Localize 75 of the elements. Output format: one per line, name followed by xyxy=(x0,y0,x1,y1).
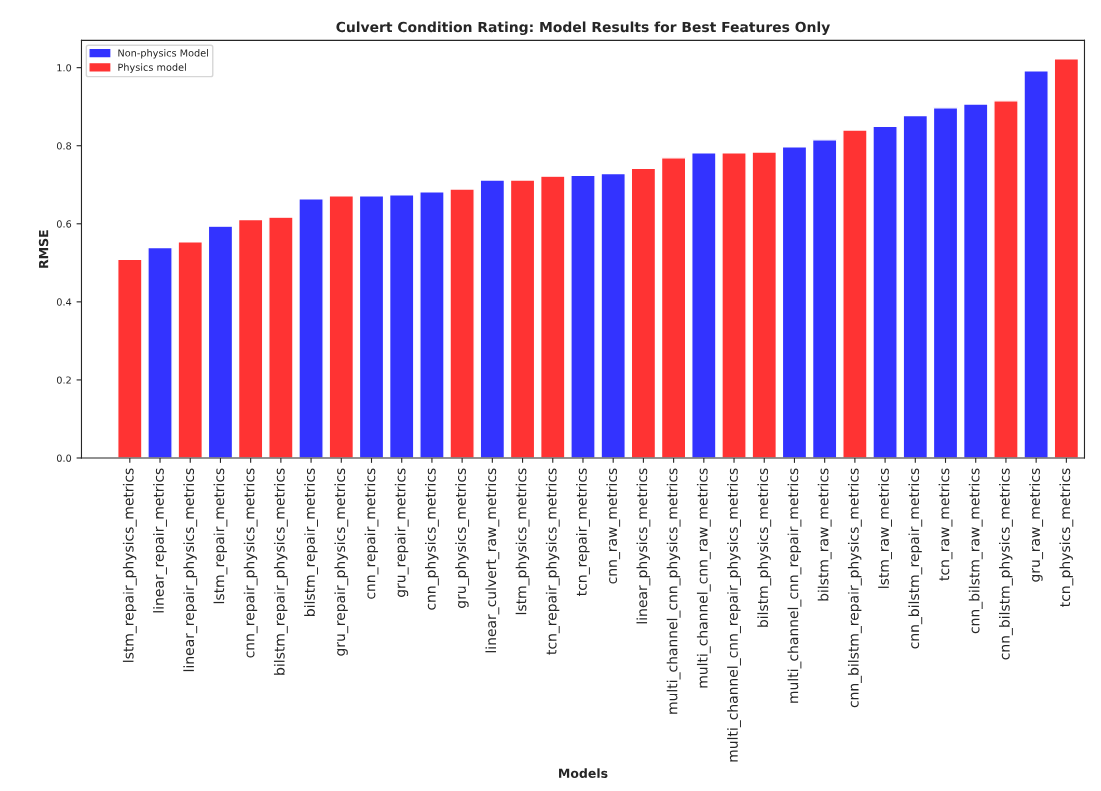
bar xyxy=(388,194,415,458)
x-tick-label: multi_channel_cnn_physics_metrics xyxy=(666,468,681,714)
chart-title: Culvert Condition Rating: Model Results for Best Features Only xyxy=(336,21,831,35)
x-tick-label: bilstm_physics_metrics xyxy=(757,468,772,627)
x-tick-label: linear_culvert_raw_metrics xyxy=(485,468,500,653)
x-tick-label: multi_channel_cnn_raw_metrics xyxy=(696,468,711,688)
x-tick-label: tcn_repair_metrics xyxy=(576,468,590,596)
x-tick-label: lstm_physics_metrics xyxy=(515,468,530,615)
x-tick-label: gru_physics_metrics xyxy=(455,468,470,608)
y-tick-label: 0.0 xyxy=(56,454,72,462)
y-tick-label: 0.4 xyxy=(56,298,72,306)
bar xyxy=(147,246,173,458)
bar xyxy=(298,198,324,458)
bar xyxy=(1023,70,1049,458)
x-tick-label: bilstm_repair_metrics xyxy=(304,468,318,616)
bar xyxy=(419,191,445,458)
bar xyxy=(751,151,778,458)
bar xyxy=(237,218,264,458)
x-tick-label: lstm_raw_metrics xyxy=(878,468,893,588)
bar xyxy=(993,100,1019,458)
bar xyxy=(509,179,536,458)
x-tick-label: cnn_bilstm_repair_metrics xyxy=(908,468,923,649)
bar xyxy=(570,174,596,458)
x-tick-label: cnn_repair_physics_metrics xyxy=(243,468,258,658)
x-tick-label: lstm_repair_physics_metrics xyxy=(122,468,137,662)
bar xyxy=(842,129,868,458)
bar xyxy=(117,258,143,458)
x-tick-label: cnn_physics_metrics xyxy=(425,468,439,610)
y-tick-label: 0.8 xyxy=(56,142,72,150)
bar xyxy=(932,107,959,458)
bar xyxy=(962,103,989,458)
bar xyxy=(479,179,506,458)
x-tick-label: linear_physics_metrics xyxy=(636,468,651,624)
bar xyxy=(177,241,204,458)
x-tick-label: cnn_raw_metrics xyxy=(606,468,621,584)
bar xyxy=(600,172,626,458)
bar xyxy=(539,175,566,458)
bar xyxy=(902,114,929,458)
x-tick-label: cnn_bilstm_physics_metrics xyxy=(999,468,1013,660)
x-tick-label: bilstm_repair_physics_metrics xyxy=(273,468,288,675)
bar xyxy=(781,146,808,458)
x-tick-label: cnn_bilstm_raw_metrics xyxy=(968,468,983,634)
x-tick-label: tcn_repair_physics_metrics xyxy=(545,468,560,655)
x-tick-label: gru_repair_metrics xyxy=(394,468,409,597)
bar xyxy=(691,152,717,458)
bar xyxy=(449,188,475,458)
bar xyxy=(268,216,294,458)
legend-label: Physics model xyxy=(118,63,186,73)
bar xyxy=(358,194,385,458)
x-tick-label: cnn_bilstm_repair_physics_metrics xyxy=(847,468,862,708)
y-tick-label: 0.2 xyxy=(56,376,71,384)
y-tick-label: 1.0 xyxy=(57,64,72,72)
x-tick-label: bilstm_raw_metrics xyxy=(817,468,832,601)
x-tick-label: linear_repair_metrics xyxy=(153,468,167,613)
x-tick-label: multi_channel_cnn_repair_metrics xyxy=(787,468,802,703)
bar xyxy=(328,194,355,458)
bar xyxy=(630,167,657,458)
x-tick-label: tcn_physics_metrics xyxy=(1059,468,1074,607)
bar xyxy=(721,152,747,458)
x-tick-label: linear_repair_physics_metrics xyxy=(183,468,198,672)
y-axis-title: RMSE xyxy=(38,230,49,268)
bar xyxy=(660,157,687,458)
bar xyxy=(811,139,838,458)
x-tick-label: gru_raw_metrics xyxy=(1029,468,1044,582)
bar xyxy=(1053,57,1080,458)
x-tick-label: multi_channel_cnn_repair_physics_metrics xyxy=(727,468,741,762)
y-tick-label: 0.6 xyxy=(56,220,72,228)
x-tick-label: cnn_repair_metrics xyxy=(364,468,379,599)
x-axis-title: Models xyxy=(559,768,608,778)
bar xyxy=(207,225,234,458)
x-tick-label: gru_repair_physics_metrics xyxy=(334,468,349,656)
legend-label: Non-physics Model xyxy=(118,49,208,59)
x-tick-label: tcn_raw_metrics xyxy=(938,468,953,581)
bar xyxy=(872,125,898,458)
x-tick-label: lstm_repair_metrics xyxy=(213,468,228,604)
